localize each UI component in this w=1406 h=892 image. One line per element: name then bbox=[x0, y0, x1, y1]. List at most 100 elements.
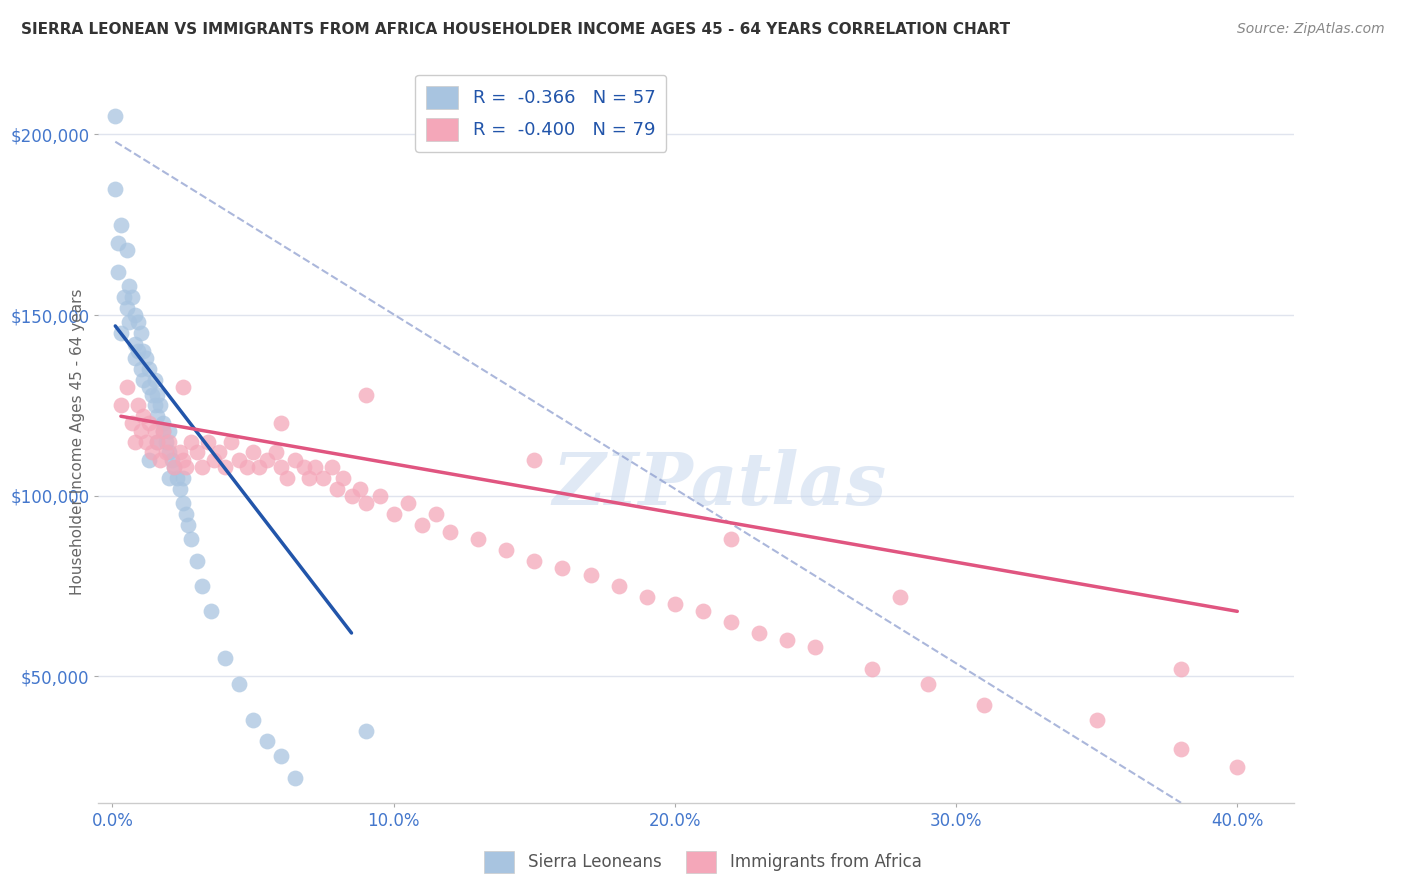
Point bbox=[124, 337, 146, 351]
Point bbox=[107, 235, 129, 250]
Point bbox=[157, 445, 180, 459]
Point bbox=[200, 604, 222, 618]
Point bbox=[368, 489, 391, 503]
Point bbox=[177, 517, 200, 532]
Point bbox=[115, 301, 138, 315]
Point bbox=[146, 387, 169, 401]
Point bbox=[112, 290, 135, 304]
Point bbox=[202, 452, 225, 467]
Point bbox=[132, 344, 155, 359]
Point bbox=[748, 626, 770, 640]
Point bbox=[284, 771, 307, 785]
Point bbox=[191, 579, 214, 593]
Point bbox=[270, 748, 292, 763]
Legend: R =  -0.366   N = 57, R =  -0.400   N = 79: R = -0.366 N = 57, R = -0.400 N = 79 bbox=[415, 75, 666, 152]
Point bbox=[115, 243, 138, 257]
Point bbox=[174, 459, 197, 474]
Point bbox=[607, 579, 630, 593]
Point bbox=[523, 452, 546, 467]
Point bbox=[720, 615, 742, 630]
Point bbox=[396, 496, 419, 510]
Point bbox=[127, 398, 149, 412]
Point bbox=[129, 362, 152, 376]
Point bbox=[242, 445, 264, 459]
Point bbox=[115, 380, 138, 394]
Point bbox=[146, 434, 169, 449]
Point bbox=[157, 434, 180, 449]
Point bbox=[425, 507, 447, 521]
Point bbox=[157, 470, 180, 484]
Point bbox=[160, 452, 183, 467]
Point bbox=[270, 417, 292, 431]
Point bbox=[107, 265, 129, 279]
Point bbox=[889, 590, 911, 604]
Point bbox=[132, 373, 155, 387]
Point bbox=[917, 676, 939, 690]
Point bbox=[146, 434, 169, 449]
Point bbox=[172, 380, 194, 394]
Point bbox=[157, 424, 180, 438]
Point bbox=[180, 434, 202, 449]
Point bbox=[138, 452, 160, 467]
Point bbox=[138, 380, 160, 394]
Point bbox=[163, 459, 186, 474]
Point bbox=[636, 590, 658, 604]
Point bbox=[804, 640, 827, 655]
Point bbox=[354, 496, 377, 510]
Point bbox=[292, 459, 315, 474]
Point bbox=[110, 218, 132, 232]
Point bbox=[214, 651, 236, 665]
Point bbox=[141, 445, 163, 459]
Point bbox=[228, 452, 250, 467]
Point bbox=[321, 459, 343, 474]
Point bbox=[110, 326, 132, 340]
Point bbox=[135, 434, 157, 449]
Point bbox=[242, 713, 264, 727]
Point bbox=[354, 387, 377, 401]
Point bbox=[152, 424, 174, 438]
Point bbox=[129, 424, 152, 438]
Point bbox=[284, 452, 307, 467]
Point bbox=[304, 459, 326, 474]
Point bbox=[439, 524, 461, 539]
Point bbox=[228, 676, 250, 690]
Point bbox=[382, 507, 405, 521]
Point bbox=[973, 698, 995, 713]
Point bbox=[138, 417, 160, 431]
Point bbox=[141, 387, 163, 401]
Point bbox=[720, 532, 742, 546]
Point bbox=[214, 459, 236, 474]
Point bbox=[149, 452, 172, 467]
Point bbox=[169, 482, 191, 496]
Point bbox=[110, 398, 132, 412]
Point bbox=[197, 434, 219, 449]
Y-axis label: Householder Income Ages 45 - 64 years: Householder Income Ages 45 - 64 years bbox=[69, 288, 84, 595]
Point bbox=[166, 470, 188, 484]
Point bbox=[124, 351, 146, 366]
Point bbox=[186, 554, 208, 568]
Point bbox=[155, 434, 177, 449]
Text: ZIPatlas: ZIPatlas bbox=[553, 450, 887, 520]
Point bbox=[104, 181, 127, 195]
Point bbox=[121, 290, 143, 304]
Point bbox=[219, 434, 242, 449]
Point bbox=[692, 604, 714, 618]
Point bbox=[270, 459, 292, 474]
Point bbox=[776, 633, 799, 648]
Point bbox=[163, 459, 186, 474]
Point bbox=[146, 409, 169, 424]
Point bbox=[1085, 713, 1108, 727]
Point bbox=[495, 542, 517, 557]
Point bbox=[467, 532, 489, 546]
Point bbox=[172, 470, 194, 484]
Point bbox=[172, 452, 194, 467]
Point bbox=[138, 362, 160, 376]
Point bbox=[155, 445, 177, 459]
Point bbox=[860, 662, 883, 676]
Point bbox=[127, 315, 149, 329]
Point bbox=[276, 470, 298, 484]
Point bbox=[349, 482, 371, 496]
Point bbox=[143, 424, 166, 438]
Point bbox=[124, 434, 146, 449]
Text: Source: ZipAtlas.com: Source: ZipAtlas.com bbox=[1237, 22, 1385, 37]
